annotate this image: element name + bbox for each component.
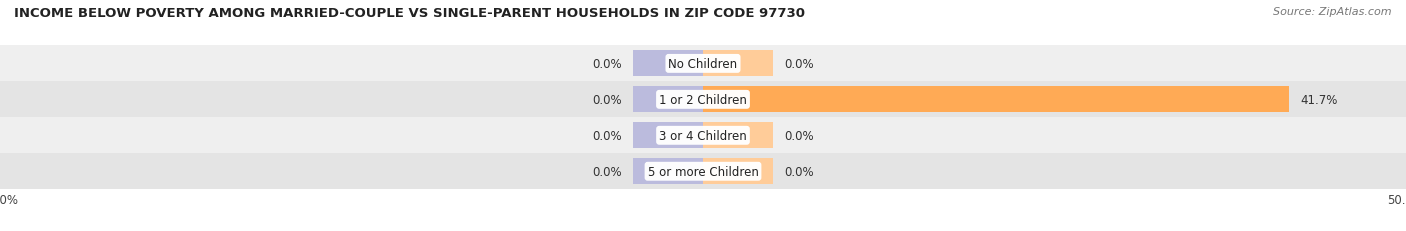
Text: 0.0%: 0.0%	[592, 129, 621, 142]
Bar	[0, 82, 1406, 118]
Text: 0.0%: 0.0%	[785, 165, 814, 178]
Text: INCOME BELOW POVERTY AMONG MARRIED-COUPLE VS SINGLE-PARENT HOUSEHOLDS IN ZIP COD: INCOME BELOW POVERTY AMONG MARRIED-COUPL…	[14, 7, 806, 20]
Bar	[633, 159, 703, 184]
Bar	[633, 123, 703, 149]
Bar	[703, 123, 773, 149]
Bar	[0, 46, 1406, 82]
Text: 41.7%: 41.7%	[1301, 93, 1339, 106]
Text: 5 or more Children: 5 or more Children	[648, 165, 758, 178]
Bar	[0, 118, 1406, 154]
Text: 0.0%: 0.0%	[592, 93, 621, 106]
Text: Source: ZipAtlas.com: Source: ZipAtlas.com	[1274, 7, 1392, 17]
Bar	[703, 159, 773, 184]
Bar	[633, 87, 703, 113]
Text: 0.0%: 0.0%	[785, 129, 814, 142]
Bar	[703, 87, 1289, 113]
Text: 3 or 4 Children: 3 or 4 Children	[659, 129, 747, 142]
Bar	[633, 51, 703, 77]
Bar	[0, 154, 1406, 189]
Text: 0.0%: 0.0%	[592, 165, 621, 178]
Text: No Children: No Children	[668, 58, 738, 71]
Text: 0.0%: 0.0%	[785, 58, 814, 71]
Text: 1 or 2 Children: 1 or 2 Children	[659, 93, 747, 106]
Bar	[703, 51, 773, 77]
Text: 0.0%: 0.0%	[592, 58, 621, 71]
